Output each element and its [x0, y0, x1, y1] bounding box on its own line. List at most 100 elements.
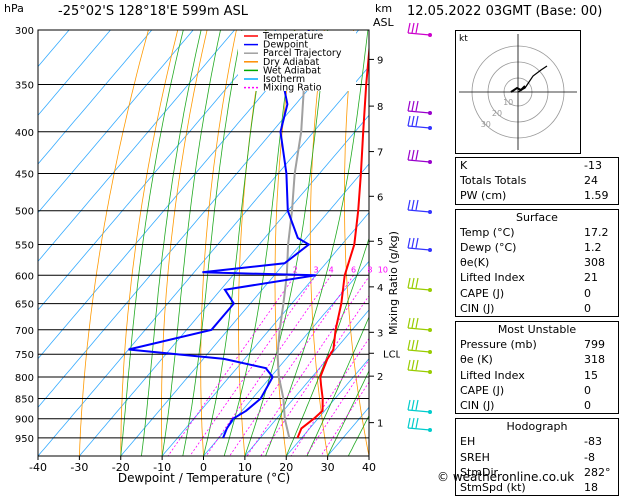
- wind-barb: [407, 339, 432, 354]
- index-value: 282°: [584, 465, 611, 479]
- indices-top-box: K -13 Totals Totals 24 PW (cm) 1.59: [455, 157, 619, 205]
- indices-table: K -13 Totals Totals 24 PW (cm) 1.59 Surface T…: [455, 157, 619, 500]
- x-tick-label: 40: [362, 461, 376, 474]
- skewt-chart: 2346810162025300350400450500550600650700…: [4, 2, 400, 485]
- km-tick-label: 6: [377, 192, 383, 203]
- hodograph-ring-label: 30: [481, 120, 491, 129]
- index-row: CAPE (J) 0: [456, 286, 618, 301]
- index-row: θe (K) 318: [456, 352, 618, 367]
- x-tick-label: -40: [29, 461, 47, 474]
- pressure-tick-label: 800: [15, 373, 34, 384]
- isotherm-line: [38, 30, 153, 165]
- index-label: Totals Totals: [460, 174, 527, 188]
- y-axis-label: hPa: [4, 2, 24, 15]
- km-tick-label: 8: [377, 102, 383, 113]
- index-row: EH -83: [456, 434, 618, 449]
- hodograph-ring-label: 10: [503, 98, 513, 107]
- index-label: CIN (J): [460, 301, 495, 315]
- mixing-ratio-label: 4: [329, 265, 334, 274]
- location-title: -25°02'S 128°18'E 599m ASL: [58, 4, 249, 19]
- index-label: Lifted Index: [460, 368, 525, 382]
- temperature-line: [296, 42, 369, 439]
- index-label: θe (K): [460, 353, 493, 367]
- index-value: 0: [584, 399, 591, 413]
- legend-entry: Dewpoint: [263, 40, 308, 51]
- wind-barb: [407, 115, 432, 130]
- wet-adiabat-line: [203, 30, 267, 456]
- index-label: CIN (J): [460, 399, 495, 413]
- index-row: CAPE (J) 0: [456, 383, 618, 398]
- index-label: K: [460, 159, 468, 172]
- pressure-tick-label: 700: [15, 326, 34, 337]
- mixing-ratio-label: 10: [378, 265, 388, 274]
- pressure-tick-label: 750: [15, 350, 34, 361]
- index-row: Lifted Index 21: [456, 270, 618, 285]
- wind-barb: [407, 100, 432, 115]
- index-value: 0: [584, 286, 591, 300]
- hodograph-stats-box: Hodograph EH -83 SREH -8 StmDir 282° StmSpd (k…: [455, 418, 619, 497]
- legend-entry: Parcel Trajectory: [263, 48, 342, 59]
- isotherm-line: [285, 358, 369, 456]
- x-tick-label: 0: [200, 461, 207, 474]
- mixing-ratio-line: [229, 275, 354, 456]
- wet-adiabat-line: [182, 30, 243, 456]
- pressure-tick-label: 850: [15, 394, 34, 405]
- hodograph-unit: kt: [459, 34, 468, 44]
- isotherm-line: [38, 30, 194, 214]
- x-tick-label: -30: [70, 461, 88, 474]
- x-tick-label: 20: [279, 461, 293, 474]
- most-unstable-title: Most Unstable: [497, 323, 577, 337]
- index-label: PW (cm): [460, 189, 507, 203]
- km-tick-label: 3: [377, 328, 383, 339]
- index-value: 1.2: [584, 241, 602, 255]
- index-label: SREH: [460, 450, 490, 464]
- wind-barb: [407, 22, 432, 37]
- index-row: θe(K) 308: [456, 255, 618, 270]
- wind-barb: [407, 399, 432, 414]
- asl-label: ASL: [373, 16, 395, 29]
- x-tick-label: 10: [238, 461, 252, 474]
- surface-box: Surface Temp (°C) 17.2 Dewp (°C) 1.2 θe(K) 30…: [455, 208, 619, 318]
- footer-credit[interactable]: © weatheronline.co.uk: [437, 470, 575, 484]
- isotherm-line: [79, 114, 369, 456]
- index-label: θe(K): [460, 256, 490, 270]
- x-tick-label: -20: [112, 461, 130, 474]
- isotherm-line: [327, 406, 369, 456]
- km-tick-label: 2: [377, 372, 383, 383]
- index-value: -13: [584, 159, 602, 172]
- isotherm-line: [38, 30, 318, 360]
- index-row: CIN (J) 0: [456, 301, 618, 316]
- wet-adiabat-line: [223, 30, 295, 456]
- dry-adiabat-line: [238, 30, 267, 456]
- index-label: Pressure (mb): [460, 338, 537, 352]
- mixing-ratio-label: 8: [367, 265, 372, 274]
- index-value: 799: [584, 338, 605, 352]
- dry-adiabat-line: [79, 30, 149, 456]
- lcl-label: LCL: [383, 349, 400, 360]
- index-value: 0: [584, 301, 591, 315]
- index-label: Lifted Index: [460, 271, 525, 285]
- surface-title: Surface: [516, 210, 558, 224]
- pressure-tick-label: 950: [15, 434, 34, 445]
- dry-adiabat-line: [120, 30, 179, 456]
- datetime-title: 12.05.2022 03GMT (Base: 00): [407, 4, 603, 19]
- index-row: Lifted Index 15: [456, 368, 618, 383]
- index-label: CAPE (J): [460, 286, 505, 300]
- wind-barb: [407, 317, 432, 332]
- pressure-tick-label: 450: [15, 169, 34, 180]
- mixing-ratio-line: [290, 337, 369, 456]
- legend-entry: Wet Adiabat: [263, 65, 321, 76]
- wind-barb: [407, 237, 432, 252]
- index-value: 21: [584, 271, 598, 285]
- isotherm-line: [38, 30, 70, 68]
- legend-entry: Mixing Ratio: [263, 83, 322, 94]
- legend-box: [238, 31, 356, 91]
- most-unstable-box: Most Unstable Pressure (mb) 799 θe (K) 318 L…: [455, 321, 619, 415]
- isotherm-line: [38, 30, 277, 311]
- pressure-tick-label: 300: [15, 26, 34, 37]
- index-label: StmDir: [460, 465, 499, 479]
- legend-entry: Isotherm: [263, 74, 305, 85]
- index-value: 17.2: [584, 225, 609, 239]
